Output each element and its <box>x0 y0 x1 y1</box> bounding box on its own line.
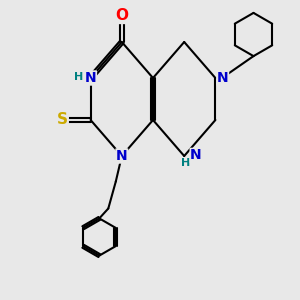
Text: O: O <box>115 8 128 23</box>
Text: N: N <box>190 148 202 162</box>
Text: H: H <box>74 72 83 82</box>
Text: S: S <box>57 112 68 128</box>
Text: N: N <box>217 71 229 85</box>
Text: N: N <box>116 149 128 163</box>
Text: H: H <box>181 158 190 168</box>
Text: N: N <box>85 71 96 85</box>
